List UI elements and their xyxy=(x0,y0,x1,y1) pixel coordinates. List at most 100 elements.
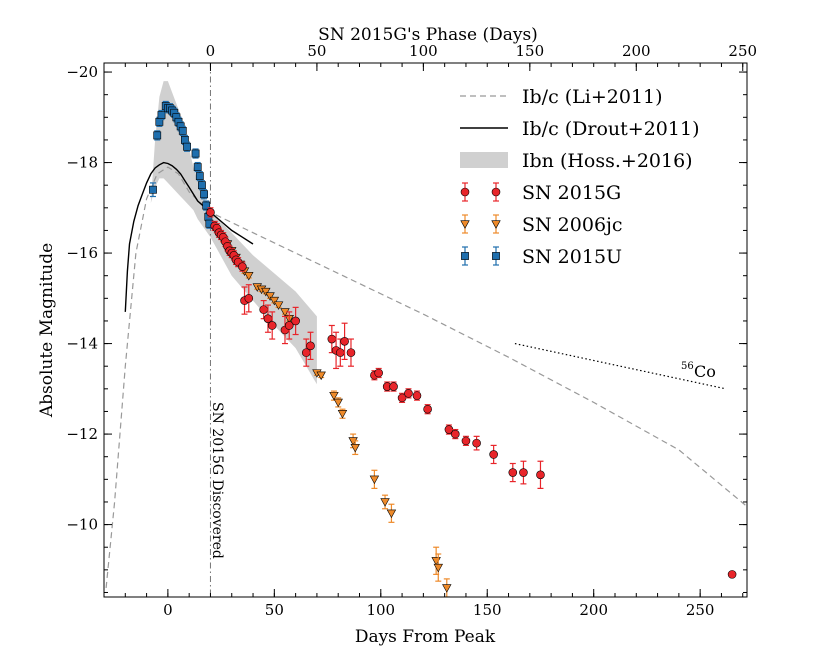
jc06-point xyxy=(244,272,254,281)
g15-point xyxy=(267,321,277,330)
jc06-point xyxy=(369,475,380,485)
jc06-point xyxy=(433,563,443,573)
jc06-point xyxy=(350,444,360,453)
g15-point xyxy=(291,316,300,326)
jc06-point xyxy=(386,509,397,519)
legend-entry-g15: SN 2015G xyxy=(460,182,621,204)
top-tick-label: 250 xyxy=(728,42,757,60)
g15-point xyxy=(536,470,545,480)
co56-label: Co xyxy=(694,362,716,381)
ibn-band xyxy=(150,81,317,385)
g15-point xyxy=(374,368,383,378)
legend-label-g15: SN 2015G xyxy=(522,182,621,204)
jc06-point xyxy=(337,410,348,419)
u15-point xyxy=(195,172,204,181)
plot-background xyxy=(104,63,747,597)
jc06-point xyxy=(273,301,284,310)
top-tick-label: 100 xyxy=(409,42,438,60)
y-tick-label: −18 xyxy=(66,154,98,172)
legend-entry-jc06: SN 2006jc xyxy=(460,214,623,236)
y-tick-label: −14 xyxy=(66,335,98,353)
g15-point xyxy=(346,348,356,357)
x-tick-label: 250 xyxy=(686,601,715,619)
u15-point xyxy=(149,185,157,194)
x-tick-label: 200 xyxy=(579,601,608,619)
top-tick-label: 50 xyxy=(307,42,326,60)
g15-point xyxy=(306,341,315,351)
g15-point xyxy=(259,305,268,314)
top-tick-label: 200 xyxy=(622,42,651,60)
top-tick-label: 0 xyxy=(206,42,216,60)
jc06-point xyxy=(265,292,275,301)
y-tick-label: −16 xyxy=(66,244,98,262)
x-tick-label: 50 xyxy=(265,601,284,619)
x-axis-label: Days From Peak xyxy=(355,627,496,647)
g15-point xyxy=(508,468,518,477)
u15-point xyxy=(193,163,202,171)
legend-marker-jc06 xyxy=(460,220,470,229)
g15-point xyxy=(451,429,460,439)
plot-frame xyxy=(103,62,748,598)
co56-superscript: 56 xyxy=(681,361,694,372)
g15-point xyxy=(389,382,398,391)
g15-point xyxy=(489,450,498,459)
jc06-point xyxy=(380,498,390,507)
jc06-point xyxy=(333,398,343,408)
plot-layer xyxy=(105,63,747,597)
discovery-label: SN 2015G Discovered xyxy=(209,402,225,559)
u15-point xyxy=(191,149,200,158)
top-tick-label: 150 xyxy=(516,42,545,60)
u15-point xyxy=(200,190,208,199)
u15-point xyxy=(157,111,166,119)
g15-point xyxy=(423,404,432,414)
x-tick-label: 150 xyxy=(473,601,502,619)
g15-point xyxy=(244,294,254,303)
u15-point xyxy=(153,131,162,140)
jc06-point xyxy=(316,371,326,381)
g15-point xyxy=(327,334,337,344)
legend-marker-g15 xyxy=(460,187,470,197)
legend-marker-u15 xyxy=(492,252,500,260)
legend-entry-li: Ib/c (Li+2011) xyxy=(460,86,663,108)
legend-swatch-band xyxy=(460,152,508,168)
legend-label-u15: SN 2015U xyxy=(522,246,622,268)
jc06-point xyxy=(329,391,339,401)
u15-point xyxy=(183,142,191,151)
y-axis-label: Absolute Magnitude xyxy=(37,243,57,418)
jc06-point xyxy=(269,296,280,306)
li-template-line xyxy=(105,166,747,588)
y-tick-label: −20 xyxy=(66,63,98,81)
legend-marker-jc06 xyxy=(491,220,501,229)
g15-point xyxy=(340,337,349,346)
legend-label-drout: Ib/c (Drout+2011) xyxy=(522,118,699,140)
y-tick-label: −12 xyxy=(66,425,98,443)
legend-entry-u15: SN 2015U xyxy=(461,246,622,268)
legend-marker-u15 xyxy=(461,252,469,260)
u15-point xyxy=(202,201,211,210)
g15-point xyxy=(461,436,471,446)
g15-point xyxy=(472,438,481,448)
legend-label-li: Ib/c (Li+2011) xyxy=(522,86,663,108)
g15-point xyxy=(412,391,422,400)
axis-layer: 0 50 100 150 200 250 0 50 100 150 200 250 −20 −18 −16 −… xyxy=(66,42,757,619)
g15-point xyxy=(727,570,737,579)
legend: Ib/c (Li+2011) Ib/c (Drout+2011) Ibn (Hoss… xyxy=(460,86,699,268)
legend-label-jc06: SN 2006jc xyxy=(522,214,623,236)
x-tick-label: 100 xyxy=(366,601,395,619)
legend-marker-g15 xyxy=(491,187,501,197)
jc06-point xyxy=(261,287,271,297)
co56-annotation: 56 Co xyxy=(681,361,716,381)
y-tick-label: −10 xyxy=(66,516,98,534)
g15-point xyxy=(284,321,294,330)
legend-entry-hoss: Ibn (Hoss.+2016) xyxy=(460,150,693,172)
u15-point xyxy=(198,181,206,190)
legend-entry-drout: Ib/c (Drout+2011) xyxy=(460,118,699,140)
g15-point xyxy=(404,389,413,398)
u15-point xyxy=(178,126,187,135)
jc06-point xyxy=(442,584,452,593)
g15-point xyxy=(206,208,215,217)
x-tick-label: 0 xyxy=(163,601,173,619)
g15-point xyxy=(336,348,345,357)
g15-point xyxy=(519,468,528,477)
